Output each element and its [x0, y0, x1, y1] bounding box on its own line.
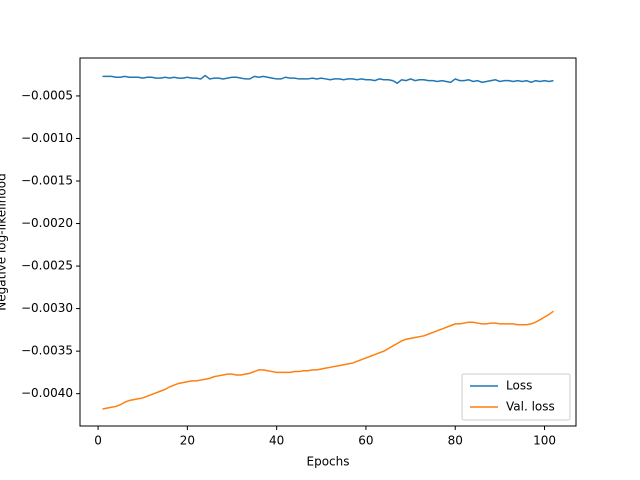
- y-tick-label: −0.0040: [21, 386, 73, 400]
- y-axis-label: Negative log-likelihood: [0, 173, 9, 310]
- x-axis-label: Epochs: [307, 455, 350, 469]
- y-tick-label: −0.0025: [21, 259, 73, 273]
- plot-frame: [79, 57, 577, 427]
- x-tick-label: 80: [448, 434, 463, 448]
- legend-label: Loss: [506, 379, 532, 393]
- x-tick-label: 100: [533, 434, 556, 448]
- x-tick-label: 20: [180, 434, 195, 448]
- x-tick-label: 0: [94, 434, 102, 448]
- y-tick-label: −0.0005: [21, 88, 73, 102]
- line-series: [102, 74, 554, 85]
- y-tick-label: −0.0030: [21, 301, 73, 315]
- line-series: [102, 310, 554, 410]
- y-tick-label: −0.0035: [21, 344, 73, 358]
- y-tick-label: −0.0020: [21, 216, 73, 230]
- y-tick-label: −0.0010: [21, 131, 73, 145]
- x-tick-label: 60: [358, 434, 373, 448]
- x-tick-label: 40: [269, 434, 284, 448]
- legend-label: Val. loss: [506, 400, 555, 414]
- y-tick-label: −0.0015: [21, 174, 73, 188]
